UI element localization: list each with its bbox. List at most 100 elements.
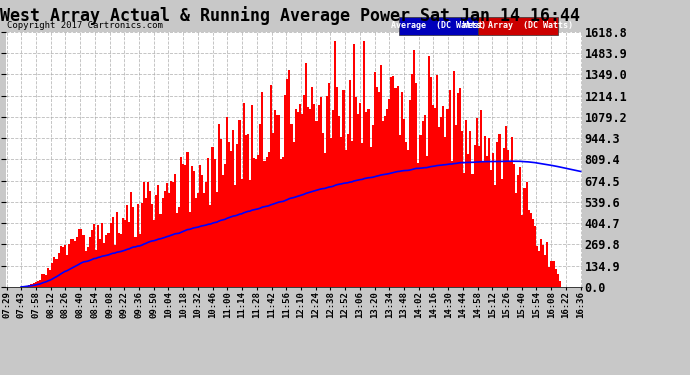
Bar (432, 105, 434, 287)
Bar (328, 83, 330, 287)
Bar (197, 193, 199, 287)
Bar (176, 213, 178, 287)
Bar (286, 79, 288, 287)
Bar (502, 148, 504, 287)
Bar (526, 182, 528, 287)
Bar (420, 135, 422, 287)
Bar (365, 112, 368, 287)
Bar (442, 106, 444, 287)
Bar (340, 136, 342, 287)
Bar (253, 158, 255, 287)
Bar (395, 87, 397, 287)
Bar (411, 74, 413, 287)
Bar (436, 75, 438, 287)
Bar (403, 119, 405, 287)
Bar (257, 155, 259, 287)
Bar (168, 193, 170, 287)
Bar (151, 204, 153, 287)
Bar (438, 128, 440, 287)
Bar (222, 175, 224, 287)
Bar (415, 83, 417, 287)
Bar (319, 98, 322, 287)
Bar (295, 110, 297, 287)
Bar (190, 166, 193, 287)
Bar (538, 251, 540, 287)
Bar (245, 135, 247, 287)
Bar (55, 259, 57, 287)
Bar (174, 174, 176, 287)
Bar (440, 117, 442, 287)
Bar (463, 173, 465, 287)
Bar (417, 163, 420, 287)
Bar (498, 134, 500, 287)
Bar (504, 126, 506, 287)
Bar (288, 70, 290, 287)
Bar (262, 92, 264, 287)
Bar (205, 182, 207, 287)
Bar (81, 229, 83, 287)
Bar (270, 85, 272, 287)
Bar (401, 92, 403, 287)
Text: Copyright 2017 Cartronics.com: Copyright 2017 Cartronics.com (7, 21, 163, 30)
Bar (26, 286, 28, 287)
Bar (217, 124, 219, 287)
Bar (280, 159, 282, 287)
Bar (546, 242, 549, 287)
Bar (104, 243, 106, 287)
Bar (268, 153, 270, 287)
Bar (118, 233, 120, 287)
Bar (164, 190, 166, 287)
Bar (155, 195, 157, 287)
Bar (130, 192, 132, 287)
Bar (207, 158, 209, 287)
Bar (309, 109, 311, 287)
Bar (124, 220, 126, 287)
Bar (30, 284, 32, 287)
Bar (182, 164, 184, 287)
Bar (461, 131, 463, 287)
Bar (484, 136, 486, 287)
Bar (241, 179, 243, 287)
Bar (334, 41, 336, 287)
Text: Average  (DC Watts): Average (DC Watts) (391, 21, 486, 30)
Bar (110, 223, 112, 287)
Bar (290, 124, 293, 287)
Bar (243, 104, 245, 287)
Bar (353, 44, 355, 287)
Bar (68, 243, 70, 287)
Bar (51, 263, 53, 287)
Bar (465, 120, 467, 287)
Bar (264, 160, 266, 287)
Bar (284, 95, 286, 287)
Bar (251, 105, 253, 287)
Bar (276, 115, 278, 287)
Bar (170, 181, 172, 287)
Bar (259, 124, 262, 287)
Bar (83, 235, 85, 287)
Bar (282, 158, 284, 287)
Bar (99, 239, 101, 287)
Bar (355, 97, 357, 287)
Bar (141, 203, 143, 287)
Bar (370, 147, 372, 287)
Bar (413, 50, 415, 287)
Bar (524, 188, 526, 287)
Bar (409, 100, 411, 287)
Bar (299, 104, 301, 287)
Bar (63, 245, 66, 287)
Bar (145, 198, 147, 287)
Bar (237, 144, 239, 287)
Bar (544, 255, 546, 287)
Bar (215, 192, 217, 287)
Bar (122, 218, 124, 287)
Bar (112, 217, 114, 287)
Bar (219, 139, 222, 287)
Bar (166, 183, 168, 287)
Bar (128, 222, 130, 287)
Bar (422, 121, 424, 287)
Bar (372, 124, 374, 287)
Bar (203, 194, 205, 287)
Bar (509, 161, 511, 287)
Bar (317, 105, 319, 287)
Bar (553, 261, 555, 287)
